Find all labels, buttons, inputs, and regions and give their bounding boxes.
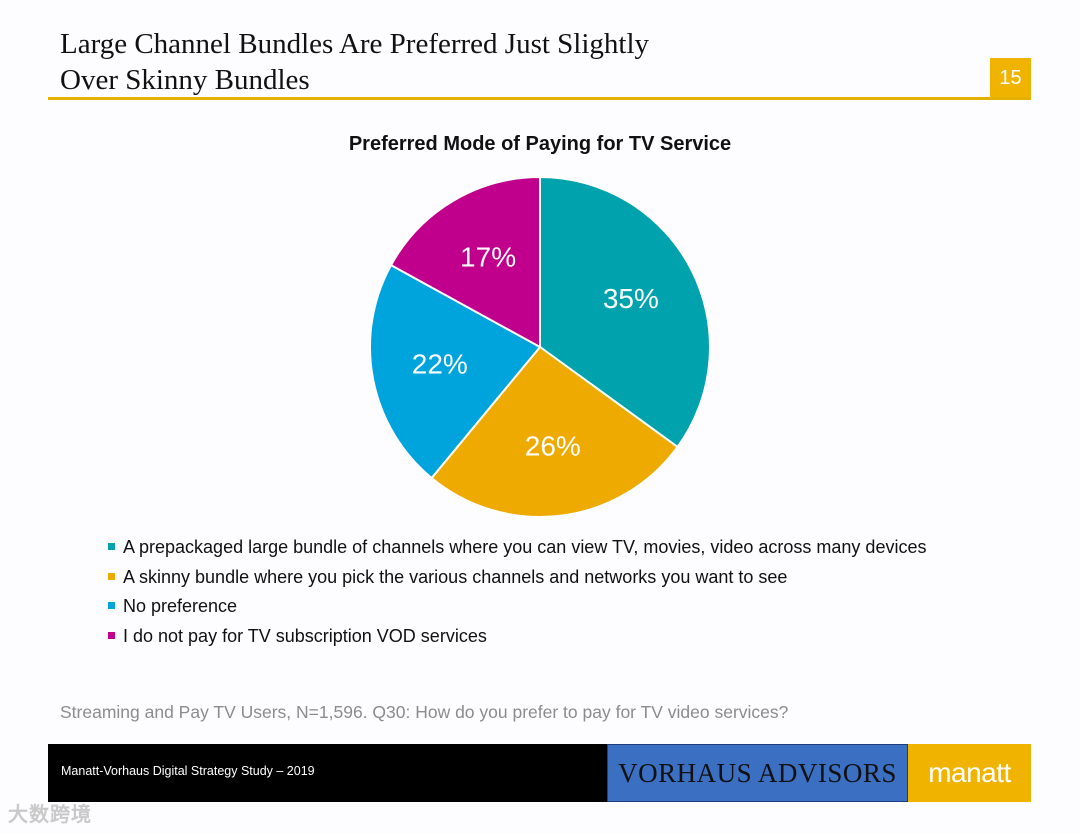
legend-label-1: A skinny bundle where you pick the vario…: [123, 566, 788, 587]
manatt-logo: manatt: [908, 744, 1031, 802]
pie-slice-label-0: 35%: [603, 283, 659, 314]
legend-swatch-0: [108, 543, 115, 550]
watermark-text: 大数跨境: [8, 804, 92, 826]
footer-study-label: Manatt-Vorhaus Digital Strategy Study – …: [61, 764, 315, 778]
vorhaus-advisors-logo: VORHAUS ADVISORS: [607, 744, 908, 802]
pie-slice-label-2: 22%: [412, 349, 468, 380]
slide-title-line-2: Over Skinny Bundles: [60, 64, 310, 96]
slide-title-line-1: Large Channel Bundles Are Preferred Just…: [60, 28, 650, 60]
pie-slice-0: [539, 175, 711, 449]
source-footnote: Streaming and Pay TV Users, N=1,596. Q30…: [60, 702, 789, 722]
title-underline: [48, 97, 1031, 100]
legend-label-0: A prepackaged large bundle of channels w…: [123, 537, 927, 557]
pie-slice-1: [430, 345, 679, 518]
legend-item-1: A skinny bundle where you pick the vario…: [108, 563, 926, 593]
legend-item-0: A prepackaged large bundle of channels w…: [108, 533, 926, 563]
legend-swatch-3: [108, 631, 115, 639]
legend-item-2: No preference: [108, 592, 926, 622]
pie-slice-label-3: 17%: [460, 242, 516, 273]
chart-legend: A prepackaged large bundle of channels w…: [108, 533, 926, 651]
pie-slice-label-1: 26%: [525, 431, 581, 462]
legend-item-3: I do not pay for TV subscription VOD ser…: [108, 622, 926, 652]
pie-slice-2: [369, 263, 542, 480]
page-number-badge: 15: [990, 58, 1031, 98]
pie-chart: 35% 26% 22% 17%: [369, 175, 711, 518]
footer-bar: Manatt-Vorhaus Digital Strategy Study – …: [48, 744, 608, 802]
slide-title: Large Channel Bundles Are Preferred Just…: [60, 26, 960, 98]
legend-label-2: No preference: [123, 596, 238, 616]
chart-title: Preferred Mode of Paying for TV Service: [348, 133, 732, 155]
pie-slice-3: [389, 175, 541, 349]
legend-swatch-1: [108, 572, 115, 580]
legend-label-3: I do not pay for TV subscription VOD ser…: [123, 625, 487, 646]
legend-swatch-2: [108, 602, 115, 609]
